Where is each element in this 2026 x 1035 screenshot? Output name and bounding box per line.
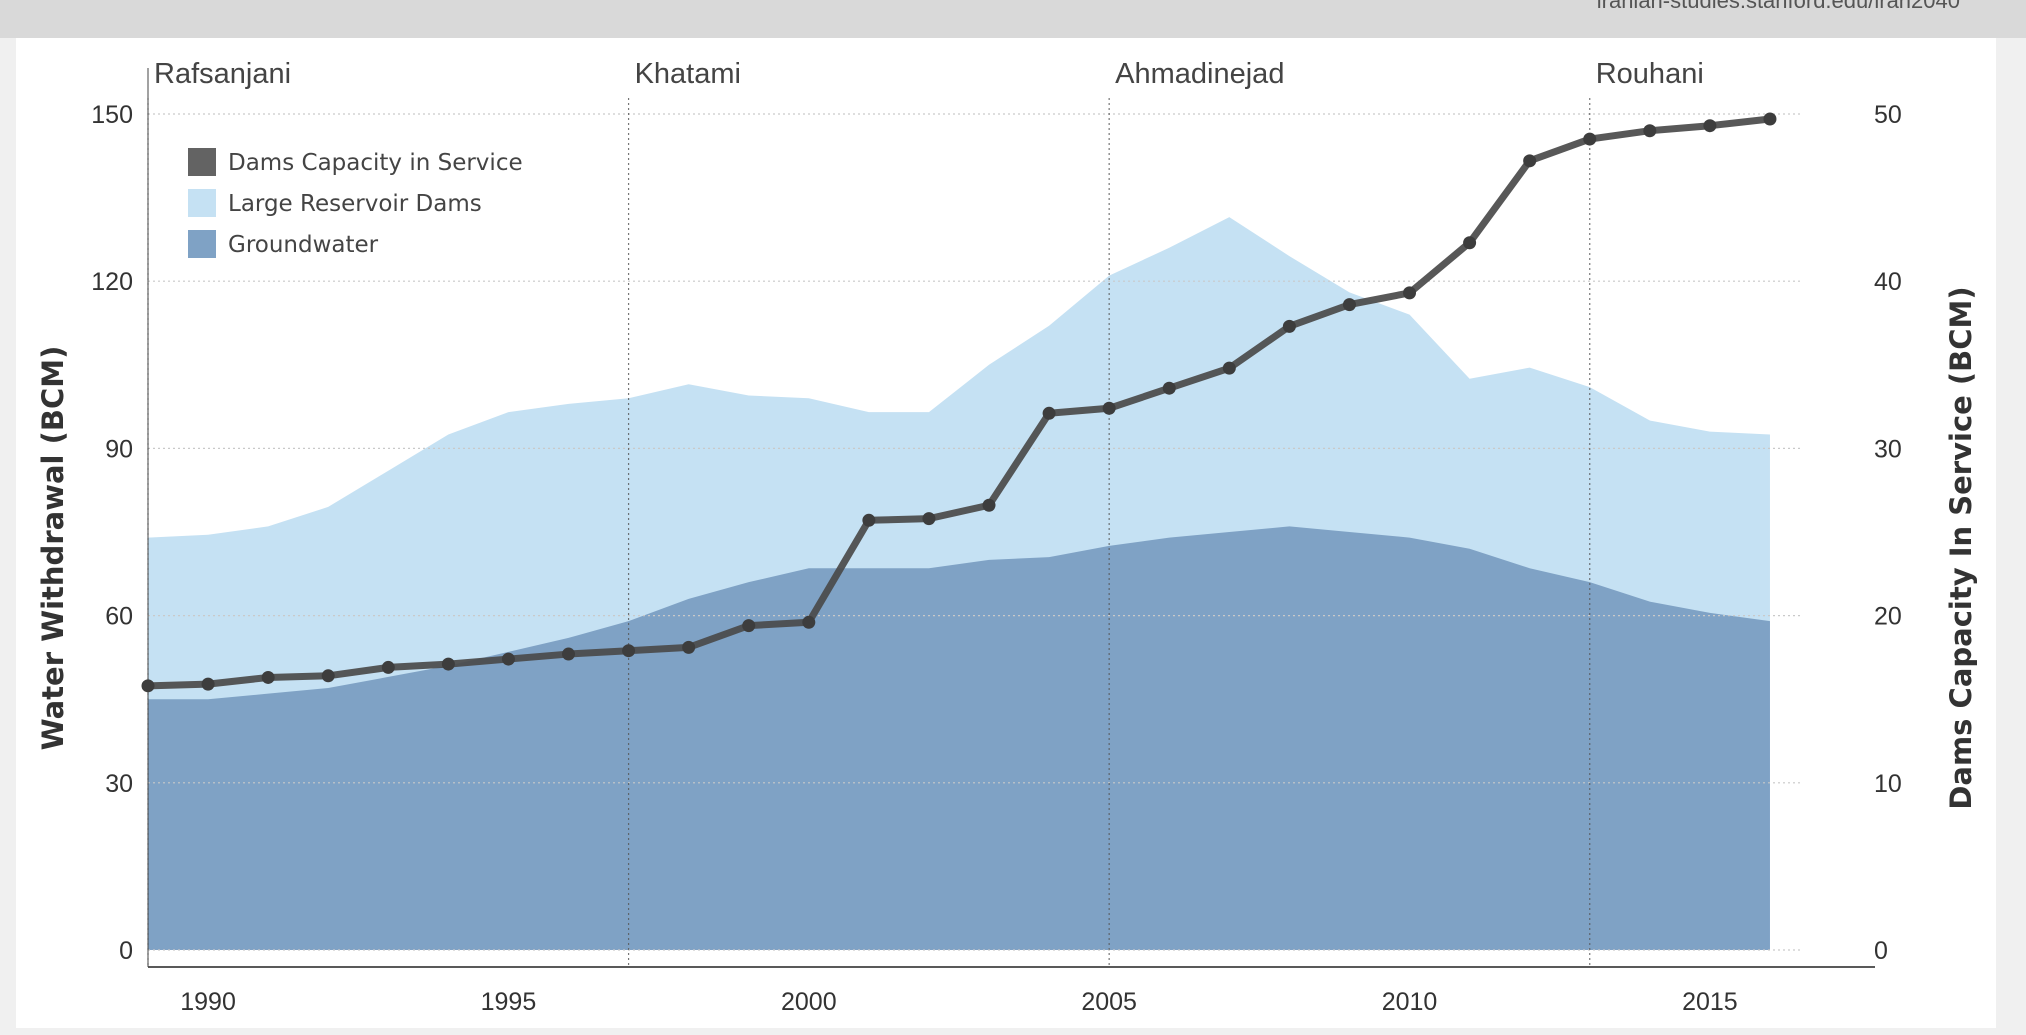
dams-capacity-point [501, 652, 515, 666]
dams-capacity-point [261, 670, 275, 684]
dams-capacity-point [1583, 132, 1597, 146]
y-right-tick-label: 50 [1874, 101, 1902, 129]
y-right-tick-label: 10 [1874, 770, 1902, 798]
dams-capacity-point [862, 513, 876, 527]
y-right-tick-label: 0 [1874, 937, 1888, 965]
dams-capacity-point [742, 619, 756, 633]
legend-label: Groundwater [228, 232, 379, 258]
x-tick-label: 2005 [1081, 988, 1137, 1016]
y-left-axis-title: Water Withdrawal (BCM) [36, 346, 70, 751]
dams-capacity-point [1222, 361, 1236, 375]
dams-capacity-point [622, 644, 636, 658]
dams-capacity-point [1102, 401, 1116, 415]
y-right-tick-label: 30 [1874, 435, 1902, 463]
x-tick-label: 2015 [1682, 988, 1738, 1016]
x-tick-label: 1990 [180, 988, 236, 1016]
y-left-tick-label: 60 [105, 603, 133, 631]
dams-capacity-point [441, 657, 455, 671]
dams-capacity-point [1282, 319, 1296, 333]
legend-swatch [188, 189, 216, 217]
x-tick-label: 2000 [781, 988, 837, 1016]
dams-capacity-point [1042, 406, 1056, 420]
dams-capacity-point [201, 677, 215, 691]
y-left-tick-label: 150 [91, 101, 133, 129]
era-label: Rafsanjani [154, 58, 291, 90]
era-label: Ahmadinejad [1115, 58, 1284, 90]
era-label: Khatami [635, 58, 741, 90]
dams-capacity-point [1403, 286, 1417, 300]
y-left-tick-label: 30 [105, 770, 133, 798]
x-tick-label: 2010 [1382, 988, 1438, 1016]
dams-capacity-point [1643, 124, 1657, 138]
y-right-tick-label: 20 [1874, 603, 1902, 631]
dams-capacity-point [1342, 298, 1356, 312]
y-right-tick-label: 40 [1874, 268, 1902, 296]
legend-swatch [188, 148, 216, 176]
chart-panel: Rafsanjani Khatami Ahmadinejad Rouhani 1990 1… [16, 38, 1996, 1028]
dams-capacity-point [982, 498, 996, 512]
y-left-tick-label: 120 [91, 268, 133, 296]
y-left-tick-label: 0 [119, 937, 133, 965]
y-left-tick-label: 90 [105, 435, 133, 463]
dams-capacity-point [562, 647, 576, 661]
legend-label: Large Reservoir Dams [228, 191, 482, 217]
groundwater-area [148, 526, 1770, 950]
dams-capacity-point [1523, 154, 1537, 168]
dams-capacity-line [144, 115, 1774, 690]
water-withdrawal-chart: Rafsanjani Khatami Ahmadinejad Rouhani 1990 1… [36, 58, 1978, 1016]
x-tick-label: 1995 [481, 988, 537, 1016]
dams-capacity-point [922, 512, 936, 526]
dams-capacity-point [1162, 381, 1176, 395]
y-right-axis-title: Dams Capacity In Service (BCM) [1944, 286, 1978, 809]
dams-capacity-point [1703, 119, 1717, 133]
legend-label: Dams Capacity in Service [228, 150, 523, 176]
source-credit: iranian-studies.stanford.edu/iran2040 [1596, 0, 1960, 13]
legend-swatch [188, 230, 216, 258]
era-label: Rouhani [1596, 58, 1704, 90]
dams-capacity-point [321, 669, 335, 683]
dams-capacity-point [1463, 236, 1477, 250]
dams-capacity-point [381, 660, 395, 674]
top-bar: iranian-studies.stanford.edu/iran2040 [0, 0, 2026, 38]
dams-capacity-point [802, 615, 816, 629]
dams-capacity-point [682, 640, 696, 654]
dams-capacity-point [1763, 112, 1777, 126]
dams-capacity-point [141, 679, 155, 693]
